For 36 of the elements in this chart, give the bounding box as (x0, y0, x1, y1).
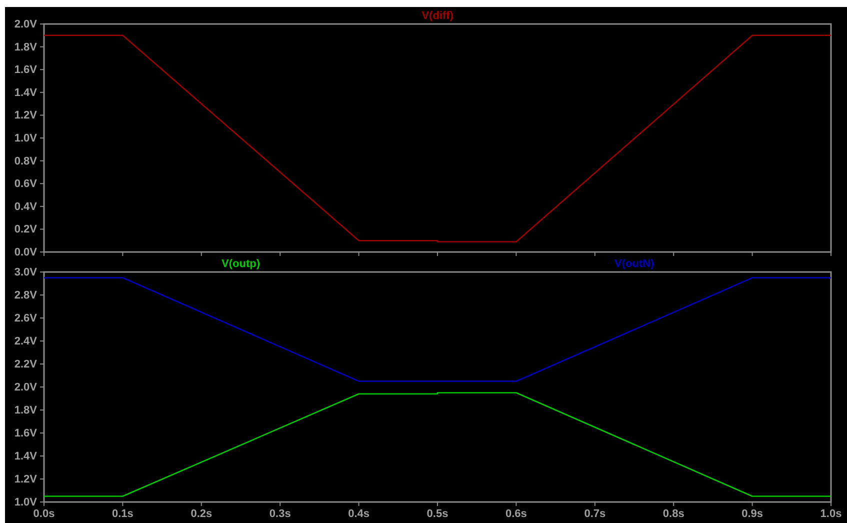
y-tick-label: 1.2V (14, 110, 38, 122)
y-tick-label: 1.6V (14, 64, 38, 76)
x-tick-label: 0.0s (33, 508, 55, 520)
y-tick-label: 1.4V (14, 450, 38, 463)
x-tick-label: 0.8s (662, 508, 684, 520)
x-tick-label: 0.9s (742, 508, 764, 520)
y-tick-label: 0.8V (14, 155, 38, 168)
y-tick-label: 0.4V (14, 200, 38, 213)
y-tick-label: 1.8V (14, 41, 38, 54)
y-tick-label: 0.6V (14, 178, 38, 190)
y-tick-label: 1.0V (14, 496, 38, 509)
x-tick-label: 0.4s (348, 508, 370, 520)
y-tick-label: 2.2V (14, 358, 38, 371)
text: V(outp) (222, 258, 260, 270)
x-tick-label: 0.7s (584, 508, 606, 520)
x-tick-label: 1.0s (820, 508, 842, 520)
x-tick-label: 0.2s (190, 508, 212, 520)
y-tick-label: 0.0V (14, 246, 38, 259)
x-tick-label: 0.3s (269, 508, 291, 520)
y-tick-label: 2.8V (14, 290, 38, 302)
text: V(diff) (422, 10, 454, 22)
y-tick-label: 1.8V (14, 404, 38, 417)
x-tick-label: 0.6s (505, 508, 527, 520)
y-tick-label: 2.0V (14, 18, 38, 31)
y-tick-label: 2.4V (14, 336, 38, 348)
y-tick-label: 1.0V (14, 132, 38, 145)
text: V(outN) (614, 258, 654, 270)
x-tick-label: 0.5s (426, 508, 448, 520)
y-tick-label: 0.2V (14, 224, 38, 236)
x-tick-label: 0.1s (112, 508, 134, 520)
y-tick-label: 1.6V (14, 428, 38, 440)
y-tick-label: 2.0V (14, 382, 38, 394)
y-tick-label: 1.4V (14, 86, 38, 99)
y-tick-label: 3.0V (14, 266, 38, 279)
y-tick-label: 1.2V (14, 474, 38, 486)
y-tick-label: 2.6V (14, 312, 38, 325)
